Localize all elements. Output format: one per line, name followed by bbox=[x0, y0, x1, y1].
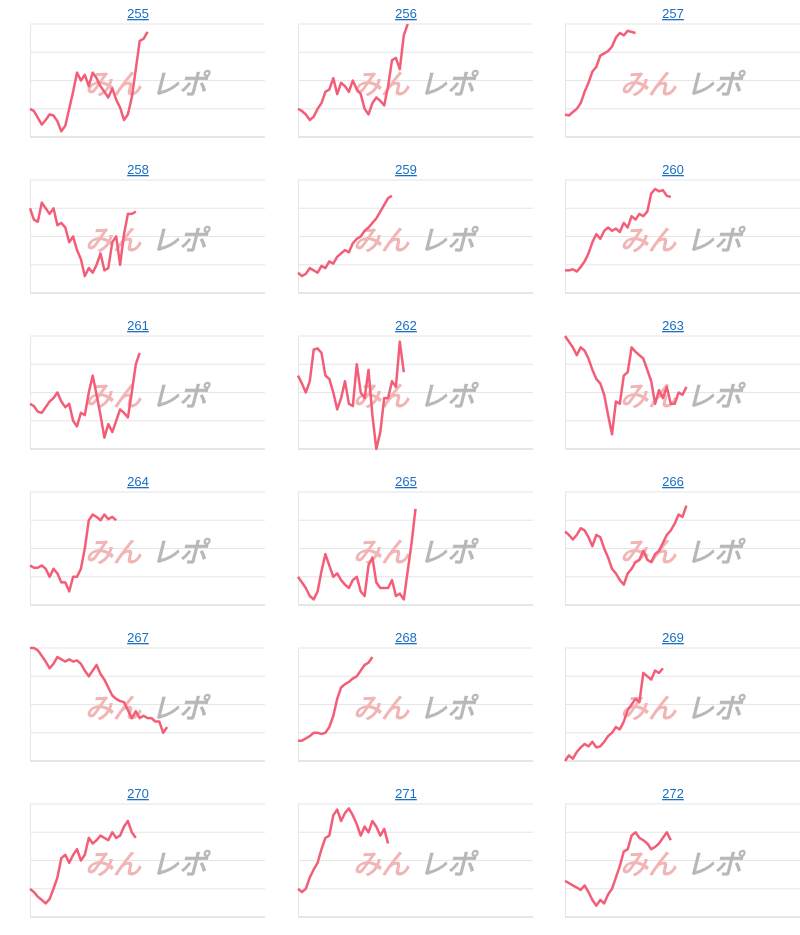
line bbox=[564, 29, 636, 117]
line bbox=[563, 667, 664, 762]
line bbox=[297, 23, 409, 122]
line bbox=[298, 656, 374, 742]
watermark-right: レポ bbox=[686, 537, 746, 568]
watermark-right: レポ bbox=[419, 381, 479, 412]
line bbox=[296, 508, 417, 601]
chart-title[interactable]: 262 bbox=[395, 318, 417, 333]
watermark-left: みん bbox=[620, 225, 677, 256]
chart: 272 みん レポ bbox=[564, 786, 800, 918]
chart-title[interactable]: 257 bbox=[662, 6, 684, 21]
line bbox=[29, 31, 149, 133]
line bbox=[297, 194, 393, 278]
watermark-left: みん bbox=[620, 537, 677, 568]
chart-title[interactable]: 267 bbox=[127, 630, 149, 645]
watermark-right: レポ bbox=[151, 849, 211, 880]
chart: 259 みん レポ bbox=[297, 162, 533, 294]
chart: 260 みん レポ bbox=[565, 162, 800, 294]
line bbox=[29, 819, 137, 905]
chart-title[interactable]: 260 bbox=[662, 162, 684, 177]
chart-title[interactable]: 266 bbox=[662, 474, 684, 489]
watermark-left: みん bbox=[353, 849, 410, 880]
line bbox=[563, 335, 688, 436]
watermark-right: レポ bbox=[419, 225, 479, 256]
watermark-right: レポ bbox=[686, 693, 746, 724]
chart-title[interactable]: 255 bbox=[127, 6, 149, 21]
chart-title[interactable]: 264 bbox=[127, 474, 149, 489]
watermark-left: みん bbox=[353, 381, 410, 412]
watermark-left: みん bbox=[620, 849, 677, 880]
watermark-left: みん bbox=[353, 693, 410, 724]
watermark-right: レポ bbox=[419, 69, 479, 100]
chart-title[interactable]: 263 bbox=[662, 318, 684, 333]
chart: 262 みん レポ bbox=[296, 318, 533, 451]
chart-title[interactable]: 272 bbox=[662, 786, 684, 801]
watermark-left: みん bbox=[85, 537, 142, 568]
watermark-left: みん bbox=[353, 537, 410, 568]
line bbox=[296, 340, 406, 451]
line bbox=[564, 831, 672, 907]
watermark-right: レポ bbox=[151, 381, 211, 412]
line bbox=[30, 646, 169, 735]
chart-title[interactable]: 259 bbox=[395, 162, 417, 177]
line bbox=[29, 513, 118, 593]
chart-title[interactable]: 269 bbox=[662, 630, 684, 645]
line bbox=[297, 807, 390, 894]
chart-title[interactable]: 256 bbox=[395, 6, 417, 21]
chart: 264 みん レポ bbox=[29, 474, 265, 606]
watermark-right: レポ bbox=[419, 849, 479, 880]
chart-title[interactable]: 261 bbox=[127, 318, 149, 333]
watermark-right: レポ bbox=[151, 693, 211, 724]
watermark-left: みん bbox=[353, 69, 410, 100]
chart-title[interactable]: 270 bbox=[127, 786, 149, 801]
chart-title[interactable]: 258 bbox=[127, 162, 149, 177]
line bbox=[564, 505, 688, 586]
line bbox=[29, 352, 141, 439]
chart: 256 みん レポ bbox=[297, 6, 533, 138]
chart: 271 みん レポ bbox=[297, 786, 533, 918]
chart-title[interactable]: 268 bbox=[395, 630, 417, 645]
line bbox=[565, 187, 672, 273]
chart-title[interactable]: 265 bbox=[395, 474, 417, 489]
watermark-right: レポ bbox=[151, 69, 211, 100]
chart: 266 みん レポ bbox=[564, 474, 800, 606]
chart: 257 みん レポ bbox=[564, 6, 800, 138]
watermark-right: レポ bbox=[151, 537, 211, 568]
watermark-right: レポ bbox=[686, 225, 746, 256]
line bbox=[28, 201, 137, 278]
watermark-right: レポ bbox=[686, 69, 746, 100]
watermark-left: みん bbox=[85, 849, 142, 880]
chart: 270 みん レポ bbox=[29, 786, 265, 918]
watermark-left: みん bbox=[353, 225, 410, 256]
watermark-right: レポ bbox=[151, 225, 211, 256]
watermark-left: みん bbox=[620, 69, 677, 100]
watermark-right: レポ bbox=[686, 381, 746, 412]
chart: 268 みん レポ bbox=[298, 630, 533, 762]
watermark-right: レポ bbox=[686, 849, 746, 880]
chart: 265 みん レポ bbox=[296, 474, 533, 606]
watermark-right: レポ bbox=[419, 693, 479, 724]
chart-title[interactable]: 271 bbox=[395, 786, 417, 801]
watermark-right: レポ bbox=[419, 537, 479, 568]
